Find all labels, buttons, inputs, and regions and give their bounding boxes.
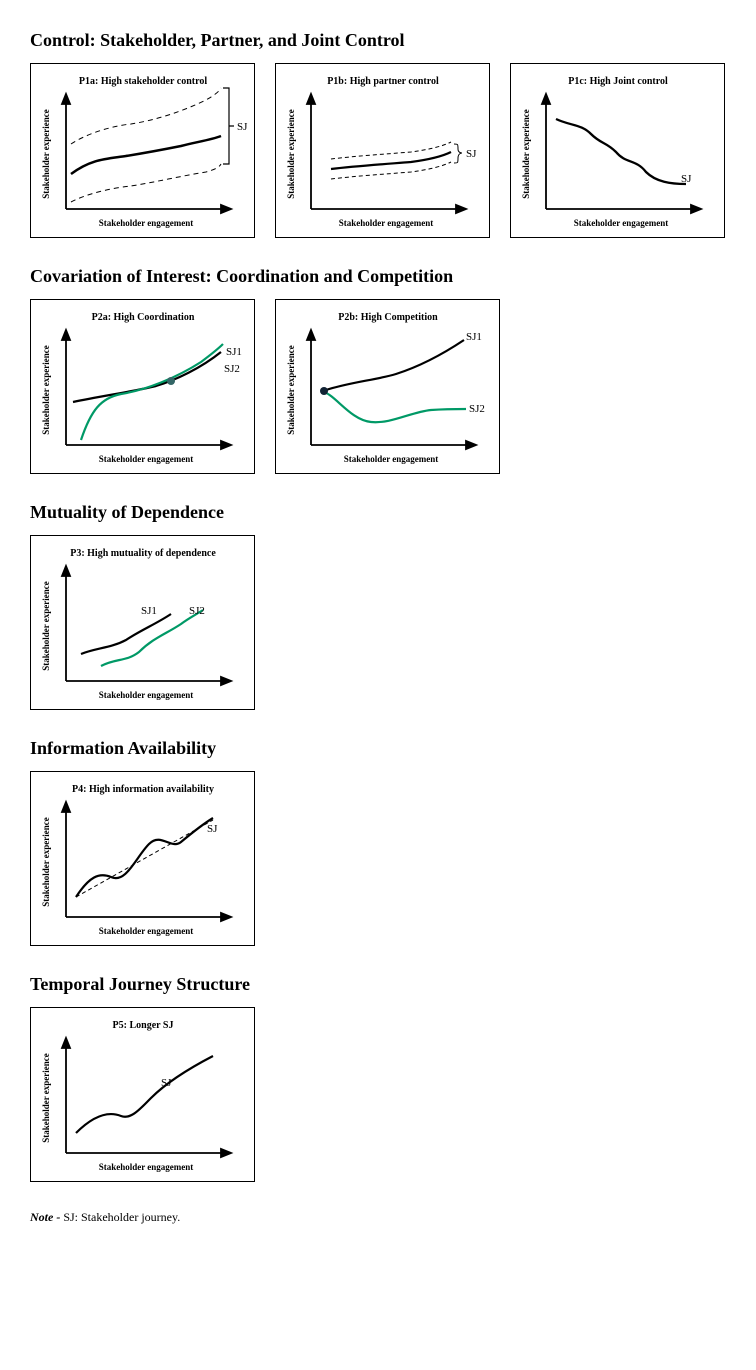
row-covariation: P2a: High Coordination SJ1 SJ2 Stakehold… bbox=[30, 299, 726, 474]
sj2-curve bbox=[101, 610, 203, 666]
intersection-dot bbox=[167, 377, 175, 385]
main-curve bbox=[331, 152, 451, 169]
row-mutuality: P3: High mutuality of dependence SJ1 SJ2… bbox=[30, 535, 726, 710]
panel-p1c: P1c: High Joint control SJ Stakeholder e… bbox=[510, 63, 725, 238]
note-label: Note - bbox=[30, 1210, 60, 1224]
footnote: Note - SJ: Stakeholder journey. bbox=[30, 1210, 726, 1225]
sj-annotation: SJ bbox=[207, 823, 218, 835]
xlabel: Stakeholder engagement bbox=[99, 218, 194, 228]
xlabel: Stakeholder engagement bbox=[99, 1162, 194, 1172]
section-heading-information: Information Availability bbox=[30, 738, 726, 759]
sj2-label: SJ2 bbox=[469, 403, 485, 415]
sj-annotation: SJ bbox=[466, 148, 477, 160]
xlabel: Stakeholder engagement bbox=[574, 218, 669, 228]
sj2-curve bbox=[81, 344, 223, 440]
section-heading-temporal: Temporal Journey Structure bbox=[30, 974, 726, 995]
ylabel: Stakeholder experience bbox=[41, 345, 51, 435]
panel-p5: P5: Longer SJ SJ Stakeholder engagement … bbox=[30, 1007, 255, 1182]
sj-annotation: SJ bbox=[237, 121, 248, 133]
panel-title: P2b: High Competition bbox=[338, 312, 438, 323]
upper-dash bbox=[71, 88, 221, 144]
xlabel: Stakeholder engagement bbox=[99, 454, 194, 464]
sj1-curve bbox=[81, 614, 171, 654]
section-heading-mutuality: Mutuality of Dependence bbox=[30, 502, 726, 523]
main-curve bbox=[71, 136, 221, 174]
axes bbox=[542, 94, 701, 213]
axes bbox=[62, 802, 231, 921]
start-dot bbox=[320, 387, 328, 395]
axes bbox=[307, 94, 466, 213]
ylabel: Stakeholder experience bbox=[41, 109, 51, 199]
axes bbox=[62, 330, 231, 449]
main-curve bbox=[76, 1056, 213, 1133]
row-information: P4: High information availability SJ Sta… bbox=[30, 771, 726, 946]
panel-title: P1b: High partner control bbox=[327, 76, 439, 87]
note-text: SJ: Stakeholder journey. bbox=[60, 1210, 180, 1224]
panel-title: P3: High mutuality of dependence bbox=[70, 548, 216, 559]
bracket bbox=[223, 88, 234, 164]
panel-title: P2a: High Coordination bbox=[92, 312, 195, 323]
section-heading-control: Control: Stakeholder, Partner, and Joint… bbox=[30, 30, 726, 51]
sj1-label: SJ1 bbox=[226, 346, 242, 358]
section-heading-covariation: Covariation of Interest: Coordination an… bbox=[30, 266, 726, 287]
ylabel: Stakeholder experience bbox=[521, 109, 531, 199]
panel-p3: P3: High mutuality of dependence SJ1 SJ2… bbox=[30, 535, 255, 710]
ylabel: Stakeholder experience bbox=[41, 817, 51, 907]
sj2-label: SJ2 bbox=[189, 605, 205, 617]
row-temporal: P5: Longer SJ SJ Stakeholder engagement … bbox=[30, 1007, 726, 1182]
sj1-label: SJ1 bbox=[141, 605, 157, 617]
ylabel: Stakeholder experience bbox=[41, 1053, 51, 1143]
ylabel: Stakeholder experience bbox=[286, 109, 296, 199]
sj1-label: SJ1 bbox=[466, 331, 482, 343]
bracket bbox=[454, 144, 462, 163]
row-control: P1a: High stakeholder control SJ Stakeho… bbox=[30, 63, 726, 238]
xlabel: Stakeholder engagement bbox=[344, 454, 439, 464]
sj2-curve bbox=[324, 392, 466, 422]
panel-title: P1c: High Joint control bbox=[568, 76, 668, 87]
sj-annotation: SJ bbox=[161, 1077, 172, 1089]
sj-annotation: SJ bbox=[681, 173, 692, 185]
xlabel: Stakeholder engagement bbox=[99, 926, 194, 936]
panel-p2b: P2b: High Competition SJ1 SJ2 Stakeholde… bbox=[275, 299, 500, 474]
panel-title: P1a: High stakeholder control bbox=[79, 76, 207, 87]
sj1-curve bbox=[73, 352, 221, 402]
lower-dash bbox=[71, 164, 221, 202]
panel-p1b: P1b: High partner control SJ Stakeholder… bbox=[275, 63, 490, 238]
panel-title: P5: Longer SJ bbox=[113, 1020, 174, 1031]
xlabel: Stakeholder engagement bbox=[99, 690, 194, 700]
main-curve bbox=[556, 119, 686, 184]
panel-p2a: P2a: High Coordination SJ1 SJ2 Stakehold… bbox=[30, 299, 255, 474]
xlabel: Stakeholder engagement bbox=[339, 218, 434, 228]
axes bbox=[62, 1038, 231, 1157]
panel-p1a: P1a: High stakeholder control SJ Stakeho… bbox=[30, 63, 255, 238]
ylabel: Stakeholder experience bbox=[286, 345, 296, 435]
sj2-label: SJ2 bbox=[224, 363, 240, 375]
ylabel: Stakeholder experience bbox=[41, 581, 51, 671]
axes bbox=[62, 566, 231, 685]
upper-dash bbox=[331, 142, 451, 159]
panel-p4: P4: High information availability SJ Sta… bbox=[30, 771, 255, 946]
sj1-curve bbox=[326, 340, 464, 390]
panel-title: P4: High information availability bbox=[72, 784, 214, 795]
